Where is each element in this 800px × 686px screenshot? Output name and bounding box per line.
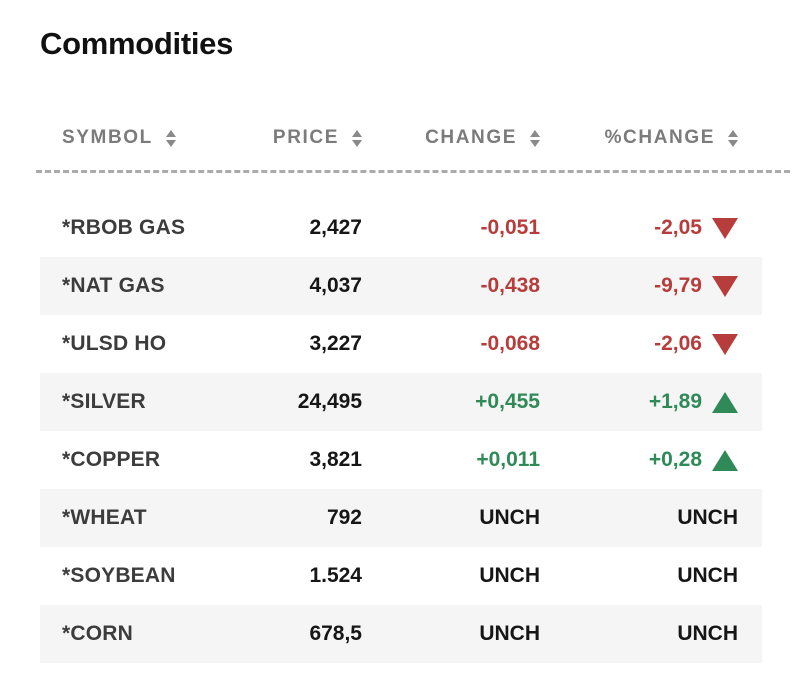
- symbol-cell: *SOYBEAN: [62, 564, 176, 587]
- table-row-nat-gas[interactable]: *NAT GAS 4,037 -0,438 -9,79: [40, 257, 762, 315]
- symbol-cell: *WHEAT: [62, 506, 147, 529]
- pct-change-cell: UNCH: [540, 622, 738, 646]
- table-header-row: SYMBOL PRICE CHANGE %CHANGE: [40, 120, 762, 156]
- change-cell: -0,068: [480, 332, 540, 355]
- symbol-cell: *RBOB GAS: [62, 216, 186, 239]
- column-header-price-label: PRICE: [272, 127, 339, 148]
- pct-change-value: +0,28: [648, 448, 702, 471]
- change-cell: -0,051: [480, 216, 540, 239]
- sort-icon: [530, 129, 540, 147]
- pct-change-cell: -2,05: [540, 216, 738, 240]
- column-header-pct-change-label: %CHANGE: [604, 127, 715, 148]
- pct-change-cell: UNCH: [540, 564, 738, 588]
- triangle-up-icon: [712, 449, 738, 471]
- pct-change-cell: UNCH: [540, 506, 738, 530]
- price-cell: 678,5: [309, 622, 362, 645]
- price-cell: 792: [326, 506, 362, 529]
- pct-change-cell: +1,89: [540, 390, 738, 414]
- change-cell: UNCH: [479, 506, 540, 529]
- table-row-ulsd-ho[interactable]: *ULSD HO 3,227 -0,068 -2,06: [40, 315, 762, 373]
- price-cell: 3,821: [309, 448, 362, 471]
- price-cell: 1.524: [309, 564, 362, 587]
- triangle-down-icon: [712, 275, 738, 297]
- pct-change-value: UNCH: [677, 622, 738, 645]
- page-title: Commodities: [40, 26, 234, 61]
- pct-change-value: -9,79: [654, 274, 702, 297]
- symbol-cell: *CORN: [62, 622, 134, 645]
- change-cell: UNCH: [479, 622, 540, 645]
- price-cell: 2,427: [309, 216, 362, 239]
- sort-icon: [728, 129, 738, 147]
- pct-change-cell: -9,79: [540, 274, 738, 298]
- change-cell: UNCH: [479, 564, 540, 587]
- pct-change-value: -2,06: [654, 332, 702, 355]
- table-row-wheat[interactable]: *WHEAT 792 UNCH UNCH: [40, 489, 762, 547]
- symbol-cell: *NAT GAS: [62, 274, 165, 297]
- column-header-price[interactable]: PRICE: [202, 127, 362, 149]
- triangle-down-icon: [712, 333, 738, 355]
- change-cell: -0,438: [480, 274, 540, 297]
- symbol-cell: *COPPER: [62, 448, 161, 471]
- commodities-table: SYMBOL PRICE CHANGE %CHANGE *RBOB GAS 2,…: [36, 120, 790, 663]
- column-header-symbol-label: SYMBOL: [62, 127, 153, 148]
- pct-change-value: +1,89: [648, 390, 702, 413]
- price-cell: 3,227: [309, 332, 362, 355]
- price-cell: 4,037: [309, 274, 362, 297]
- column-header-symbol[interactable]: SYMBOL: [62, 127, 202, 149]
- table-row-silver[interactable]: *SILVER 24,495 +0,455 +1,89: [40, 373, 762, 431]
- sort-icon: [352, 129, 362, 147]
- symbol-cell: *ULSD HO: [62, 332, 167, 355]
- column-header-change[interactable]: CHANGE: [362, 127, 540, 149]
- sort-icon: [165, 129, 176, 147]
- pct-change-value: -2,05: [654, 216, 702, 239]
- table-row-rbob-gas[interactable]: *RBOB GAS 2,427 -0,051 -2,05: [40, 199, 762, 257]
- change-cell: +0,011: [476, 448, 540, 471]
- triangle-down-icon: [712, 217, 738, 239]
- table-row-copper[interactable]: *COPPER 3,821 +0,011 +0,28: [40, 431, 762, 489]
- pct-change-cell: +0,28: [540, 448, 738, 472]
- table-row-soybean[interactable]: *SOYBEAN 1.524 UNCH UNCH: [40, 547, 762, 605]
- table-body: *RBOB GAS 2,427 -0,051 -2,05 *NAT GAS 4,…: [40, 199, 762, 663]
- pct-change-value: UNCH: [677, 506, 738, 529]
- pct-change-cell: -2,06: [540, 332, 738, 356]
- change-cell: +0,455: [475, 390, 540, 413]
- symbol-cell: *SILVER: [62, 390, 146, 413]
- dashed-divider: [36, 170, 790, 173]
- column-header-change-label: CHANGE: [425, 127, 517, 148]
- triangle-up-icon: [712, 391, 738, 413]
- table-row-corn[interactable]: *CORN 678,5 UNCH UNCH: [40, 605, 762, 663]
- pct-change-value: UNCH: [677, 564, 738, 587]
- column-header-pct-change[interactable]: %CHANGE: [540, 127, 738, 149]
- price-cell: 24,495: [297, 390, 362, 413]
